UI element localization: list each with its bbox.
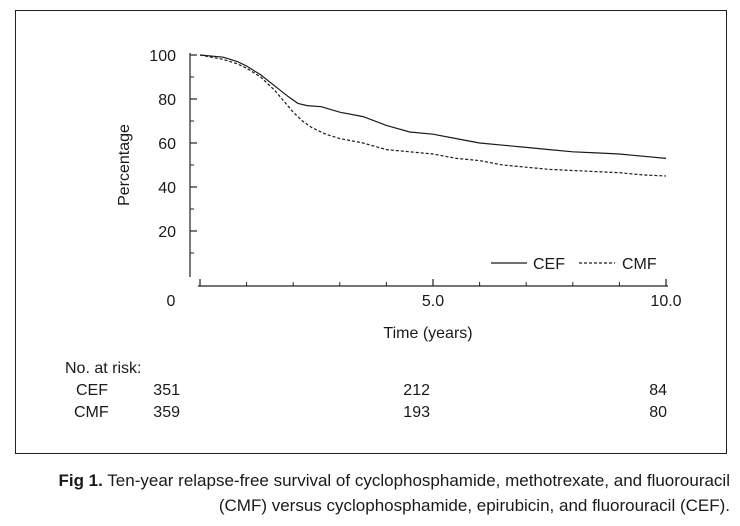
risk-row-label-cef: CEF [76,382,108,399]
caption-text: Ten-year relapse-free survival of cyclop… [102,471,730,515]
caption-prefix: Fig 1. [58,471,103,490]
figure-frame: 20 40 60 80 100 0 5.0 10.0 Time (years) Percentag… [15,10,727,454]
series-line-cmf [199,54,667,177]
legend-label-cmf: CMF [622,256,657,273]
y-tick-label-100: 100 [149,48,176,65]
y-tick-label-60: 60 [158,136,176,153]
figure-caption: Fig 1. Ten-year relapse-free survival of… [15,468,730,518]
y-axis-title: Percentage [116,124,133,206]
series-line-cef [199,54,667,159]
risk-cef-5: 212 [403,382,430,399]
risk-cef-0: 351 [153,382,180,399]
y-tick-label-40: 40 [158,180,176,197]
y-tick-label-20: 20 [158,224,176,241]
x-axis-title: Time (years) [383,325,472,342]
risk-table-header: No. at risk: [65,360,142,377]
legend-label-cef: CEF [533,256,565,273]
risk-cmf-0: 359 [153,404,180,421]
y-tick-label-80: 80 [158,92,176,109]
survival-chart: 20 40 60 80 100 0 5.0 10.0 Time (years) Percentag… [116,48,682,342]
risk-cmf-5: 193 [403,404,430,421]
x-tick-label-0: 0 [167,293,176,310]
x-tick-label-10.0: 10.0 [650,293,681,310]
risk-cef-10: 84 [649,382,667,399]
risk-row-label-cmf: CMF [74,404,109,421]
risk-cmf-10: 80 [649,404,667,421]
x-tick-label-5.0: 5.0 [422,293,444,310]
